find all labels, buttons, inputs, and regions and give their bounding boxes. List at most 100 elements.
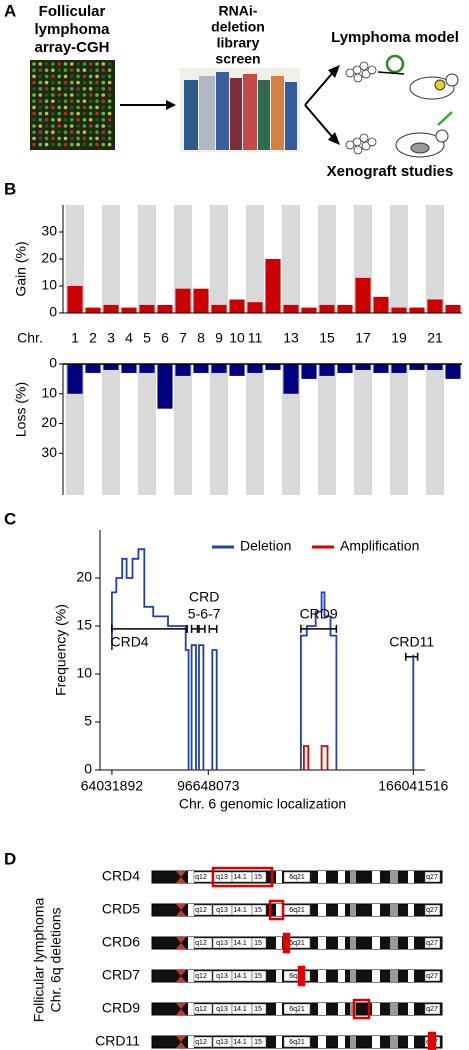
gain-bar bbox=[211, 304, 227, 313]
band-box bbox=[424, 1003, 441, 1015]
spot bbox=[57, 62, 61, 66]
spot bbox=[95, 68, 99, 72]
chr-label: 8 bbox=[197, 330, 205, 346]
plasmid-icon bbox=[377, 54, 405, 75]
spot bbox=[88, 124, 93, 128]
region-label: 5-6-7 bbox=[188, 606, 221, 622]
spot bbox=[63, 99, 68, 103]
shade-band bbox=[282, 364, 300, 495]
region-label: CRD11 bbox=[389, 633, 434, 649]
shade-band bbox=[354, 364, 372, 495]
xenograft-caption: Xenograft studies bbox=[327, 163, 454, 180]
spot bbox=[82, 130, 87, 134]
spot bbox=[95, 142, 99, 147]
band-label: q13 bbox=[216, 940, 228, 947]
gain-bar bbox=[139, 304, 155, 313]
ideogram-band bbox=[318, 937, 326, 949]
y-axis-title: Frequency (%) bbox=[53, 604, 69, 696]
spot bbox=[32, 74, 36, 79]
spot bbox=[51, 99, 55, 103]
loss-bar bbox=[319, 364, 335, 376]
y2-tick-label: 30 bbox=[41, 444, 57, 460]
band-label: 15 bbox=[254, 1006, 262, 1013]
spot bbox=[82, 68, 87, 72]
deletion-box bbox=[352, 998, 371, 1020]
spot bbox=[57, 99, 61, 103]
gain-bar bbox=[319, 304, 335, 313]
chr-label: 19 bbox=[391, 330, 407, 346]
shade-band bbox=[318, 205, 336, 313]
spot bbox=[51, 130, 55, 134]
spot bbox=[101, 111, 106, 116]
band-box bbox=[251, 871, 267, 883]
spot bbox=[107, 62, 112, 66]
loss-bar bbox=[229, 364, 245, 376]
loss-bar bbox=[373, 364, 389, 373]
spot bbox=[107, 118, 112, 122]
band-label: 15 bbox=[254, 973, 262, 980]
band-box bbox=[283, 970, 311, 982]
spot bbox=[38, 68, 43, 72]
chr-label: 10 bbox=[229, 330, 245, 346]
y-tick-label: 10 bbox=[76, 665, 92, 681]
band-label: 6q21 bbox=[289, 973, 305, 980]
ideogram-band bbox=[372, 1036, 380, 1048]
y-tick-label: 0 bbox=[49, 304, 57, 320]
loss-bar bbox=[283, 364, 299, 394]
ideogram-band bbox=[372, 970, 380, 982]
ideogram-band bbox=[318, 871, 326, 883]
spot bbox=[82, 80, 87, 85]
loss-bar bbox=[85, 364, 101, 373]
deletion-box bbox=[297, 965, 306, 987]
spot bbox=[76, 130, 80, 134]
spot bbox=[32, 142, 36, 147]
spot bbox=[76, 136, 80, 141]
spot bbox=[57, 87, 61, 91]
spot bbox=[82, 87, 87, 91]
deletion-box bbox=[211, 866, 274, 888]
ideogram-band bbox=[390, 970, 398, 982]
spot bbox=[101, 93, 106, 97]
y-tick-label: 0 bbox=[84, 761, 92, 777]
spot bbox=[82, 124, 87, 128]
spot bbox=[76, 62, 80, 66]
band-label: q12 bbox=[195, 1039, 207, 1046]
spot bbox=[32, 136, 36, 141]
band-label: 14.1 bbox=[233, 874, 247, 881]
band-label: q13 bbox=[216, 907, 228, 914]
ideogram-band bbox=[350, 904, 356, 916]
spot bbox=[57, 93, 61, 97]
band-label: q13 bbox=[216, 874, 228, 881]
spot bbox=[32, 62, 36, 66]
row-label: CRD5 bbox=[102, 901, 140, 917]
band-label: 6q21 bbox=[289, 907, 305, 914]
spot bbox=[57, 124, 61, 128]
spot bbox=[82, 93, 87, 97]
ideogram-band bbox=[276, 1036, 282, 1048]
gain-bar bbox=[85, 307, 101, 313]
gain-bar bbox=[355, 277, 371, 313]
ideogram-band bbox=[276, 904, 282, 916]
loss-bar bbox=[445, 364, 461, 379]
spot bbox=[32, 130, 36, 134]
spot bbox=[82, 74, 87, 79]
band-label: q27 bbox=[426, 907, 438, 914]
band-label: 15 bbox=[254, 874, 262, 881]
spot bbox=[76, 93, 80, 97]
spot bbox=[38, 74, 43, 79]
spot bbox=[70, 62, 74, 66]
panel-a-art bbox=[30, 54, 459, 158]
band-box bbox=[283, 1003, 311, 1015]
spot bbox=[88, 68, 93, 72]
shade-band bbox=[210, 364, 228, 495]
spot bbox=[63, 74, 68, 79]
spot bbox=[82, 111, 87, 116]
spot bbox=[51, 142, 55, 147]
spot bbox=[63, 142, 68, 147]
band-label: 15 bbox=[254, 907, 262, 914]
spot bbox=[38, 93, 43, 97]
spot bbox=[38, 136, 43, 141]
spot bbox=[51, 74, 55, 79]
spot bbox=[70, 80, 74, 85]
